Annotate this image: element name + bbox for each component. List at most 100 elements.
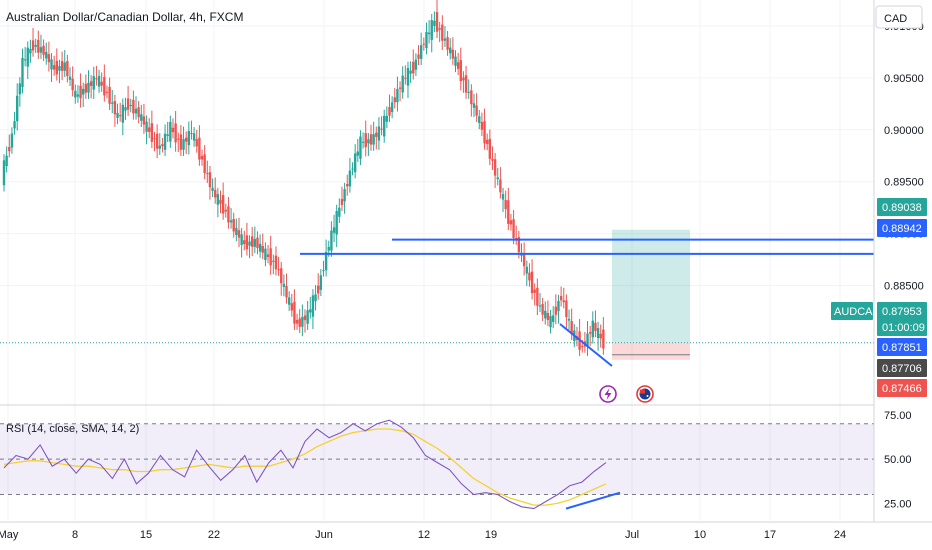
candle-body <box>581 346 584 348</box>
candle-body <box>79 85 82 99</box>
candle-body <box>177 138 180 140</box>
candle-body <box>282 283 286 287</box>
candle-body <box>393 97 396 103</box>
candle-body <box>419 45 423 59</box>
candle-body <box>377 126 381 141</box>
candle-body <box>401 75 404 93</box>
lightning-icon[interactable] <box>599 385 617 403</box>
candle-body <box>522 254 526 267</box>
candle-body <box>478 116 481 123</box>
candle-body <box>559 295 563 301</box>
candle-body <box>108 86 111 104</box>
rsi-title[interactable]: RSI (14, close, SMA, 14, 2) <box>6 423 139 435</box>
candle-body <box>303 315 307 321</box>
candle-body <box>134 108 138 114</box>
candle-body <box>343 189 346 202</box>
candle-body <box>351 168 354 170</box>
candle-body <box>435 12 439 32</box>
rsi-tick-label: 75.00 <box>884 410 912 422</box>
candle-body <box>335 210 338 235</box>
candle-body <box>179 134 183 150</box>
candle-body <box>493 159 497 176</box>
candle-body <box>206 173 209 175</box>
candle-body <box>324 252 328 271</box>
time-tick-label: 19 <box>485 529 497 541</box>
candle-body <box>195 139 198 147</box>
price-tag-level[interactable]: 0.88942 <box>877 219 927 237</box>
candle-body <box>546 312 550 321</box>
candle-body <box>588 332 592 334</box>
currency-box[interactable]: CAD <box>875 5 923 29</box>
candle-body <box>66 61 69 77</box>
candle-body <box>161 144 164 147</box>
price-tag-tp[interactable]: 0.89038 <box>877 198 927 216</box>
price-tag-blue2[interactable]: 0.87851 <box>877 338 927 356</box>
candle-body <box>214 189 217 198</box>
candle-body <box>13 121 16 129</box>
candle-body <box>118 115 122 117</box>
candle-body <box>372 134 375 145</box>
candle-body <box>385 115 389 122</box>
price-tag-last[interactable]: 0.87953 <box>877 302 927 320</box>
candle-body <box>169 121 172 142</box>
candle-body <box>203 154 206 174</box>
candle-body <box>248 241 251 246</box>
candle-body <box>454 56 457 66</box>
candle-body <box>148 127 151 132</box>
candle-body <box>232 218 235 232</box>
candle-body <box>87 82 90 93</box>
candle-body <box>380 128 383 130</box>
candle-body <box>538 305 542 307</box>
price-tag-gray[interactable]: 0.87706 <box>877 359 927 377</box>
candle-body <box>26 47 29 67</box>
candle-body <box>150 123 154 142</box>
candle-body <box>92 76 95 90</box>
candle-body <box>219 199 222 204</box>
candle-body <box>71 78 74 91</box>
candle-body <box>18 83 22 95</box>
candle-body <box>367 139 370 144</box>
target-zone[interactable] <box>612 229 690 343</box>
candle-body <box>586 333 589 347</box>
time-tick-label: May <box>0 529 19 541</box>
candle-body <box>451 49 455 59</box>
time-tick-label: 24 <box>834 529 846 541</box>
candle-body <box>409 70 412 74</box>
candle-body <box>456 62 460 69</box>
candle-body <box>557 300 560 312</box>
time-tick-label: 8 <box>72 529 78 541</box>
candle-body <box>499 179 502 193</box>
candle-body <box>171 127 175 133</box>
rsi-trendline[interactable] <box>565 491 621 510</box>
australia-flag-icon[interactable] <box>636 385 654 403</box>
time-tick-label: 10 <box>694 529 706 541</box>
price-tag-countdown[interactable]: 01:00:09 <box>877 318 927 336</box>
candle-body <box>163 133 167 150</box>
candle-body <box>264 248 267 261</box>
candle-body <box>52 65 56 70</box>
price-tag-sl[interactable]: 0.87466 <box>877 379 927 397</box>
candle-body <box>390 102 394 112</box>
price-tick-label: 0.90000 <box>884 125 924 137</box>
candle-body <box>155 133 159 149</box>
price-trendline[interactable] <box>559 323 613 367</box>
candle-body <box>16 95 19 122</box>
svg-text:0.87706: 0.87706 <box>882 363 922 375</box>
candle-body <box>174 123 177 143</box>
stop-zone[interactable] <box>612 342 690 360</box>
candle-body <box>427 32 431 35</box>
candle-body <box>507 200 510 224</box>
candle-body <box>153 138 156 140</box>
candle-body <box>488 138 492 159</box>
candle-body <box>599 333 602 339</box>
symbol-tag[interactable]: AUDCAD <box>831 302 881 320</box>
candle-body <box>422 43 426 45</box>
candle-body <box>483 121 486 144</box>
candle-body <box>45 51 48 59</box>
candle-body <box>31 40 35 51</box>
candle-body <box>37 39 40 53</box>
candle-body <box>491 158 494 161</box>
candle-body <box>229 220 233 223</box>
